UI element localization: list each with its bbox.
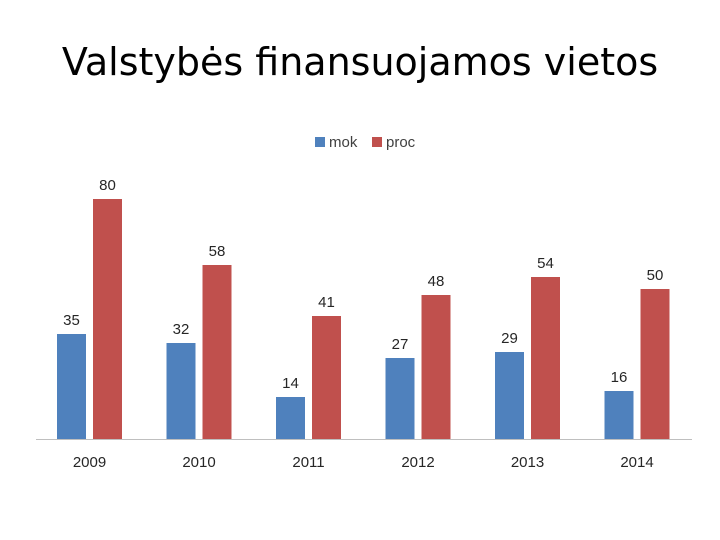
slide-title: Valstybės finansuojamos vietos: [61, 40, 659, 84]
bar-proc-2011: [312, 316, 341, 439]
x-tick-label-2009: 2009: [73, 454, 106, 471]
x-tick-label-2012: 2012: [401, 454, 434, 471]
legend-label-proc: proc: [386, 134, 416, 151]
x-tick-label-2013: 2013: [511, 454, 544, 471]
x-axis-tick-labels: 2009 2010 2011 2012 2013 2014: [73, 454, 654, 471]
legend-swatch-proc: [372, 137, 382, 147]
bar-mok-2013: [495, 352, 524, 439]
data-label-proc-2011: 41: [318, 294, 335, 311]
data-label-proc-2010: 58: [209, 243, 226, 260]
bar-mok-2009: [57, 334, 86, 439]
x-tick-label-2014: 2014: [620, 454, 653, 471]
bar-group: [57, 199, 670, 439]
x-tick-label-2011: 2011: [292, 454, 324, 471]
data-label-mok-2012: 27: [392, 336, 409, 353]
data-label-proc-2009: 80: [99, 177, 116, 194]
bar-proc-2009: [93, 199, 122, 439]
chart-legend: mok proc: [315, 134, 416, 151]
data-label-group: 35 80 32 58 14 41 27 48 29 54 16 50: [63, 177, 663, 392]
bar-proc-2013: [531, 277, 560, 439]
x-tick-label-2010: 2010: [182, 454, 215, 471]
bar-mok-2011: [276, 397, 305, 439]
data-label-mok-2010: 32: [173, 321, 190, 338]
data-label-mok-2009: 35: [63, 312, 80, 329]
legend-swatch-mok: [315, 137, 325, 147]
legend-label-mok: mok: [329, 134, 358, 151]
bar-proc-2014: [640, 289, 670, 439]
bar-mok-2010: [166, 343, 196, 439]
data-label-proc-2012: 48: [428, 273, 445, 290]
data-label-mok-2014: 16: [611, 369, 628, 386]
bar-proc-2012: [421, 295, 451, 439]
data-label-proc-2013: 54: [537, 255, 554, 272]
data-label-mok-2011: 14: [282, 375, 299, 392]
data-label-mok-2013: 29: [501, 330, 518, 347]
data-label-proc-2014: 50: [647, 267, 664, 284]
bar-proc-2010: [202, 265, 232, 439]
bar-mok-2014: [604, 391, 634, 439]
bar-mok-2012: [385, 358, 415, 439]
